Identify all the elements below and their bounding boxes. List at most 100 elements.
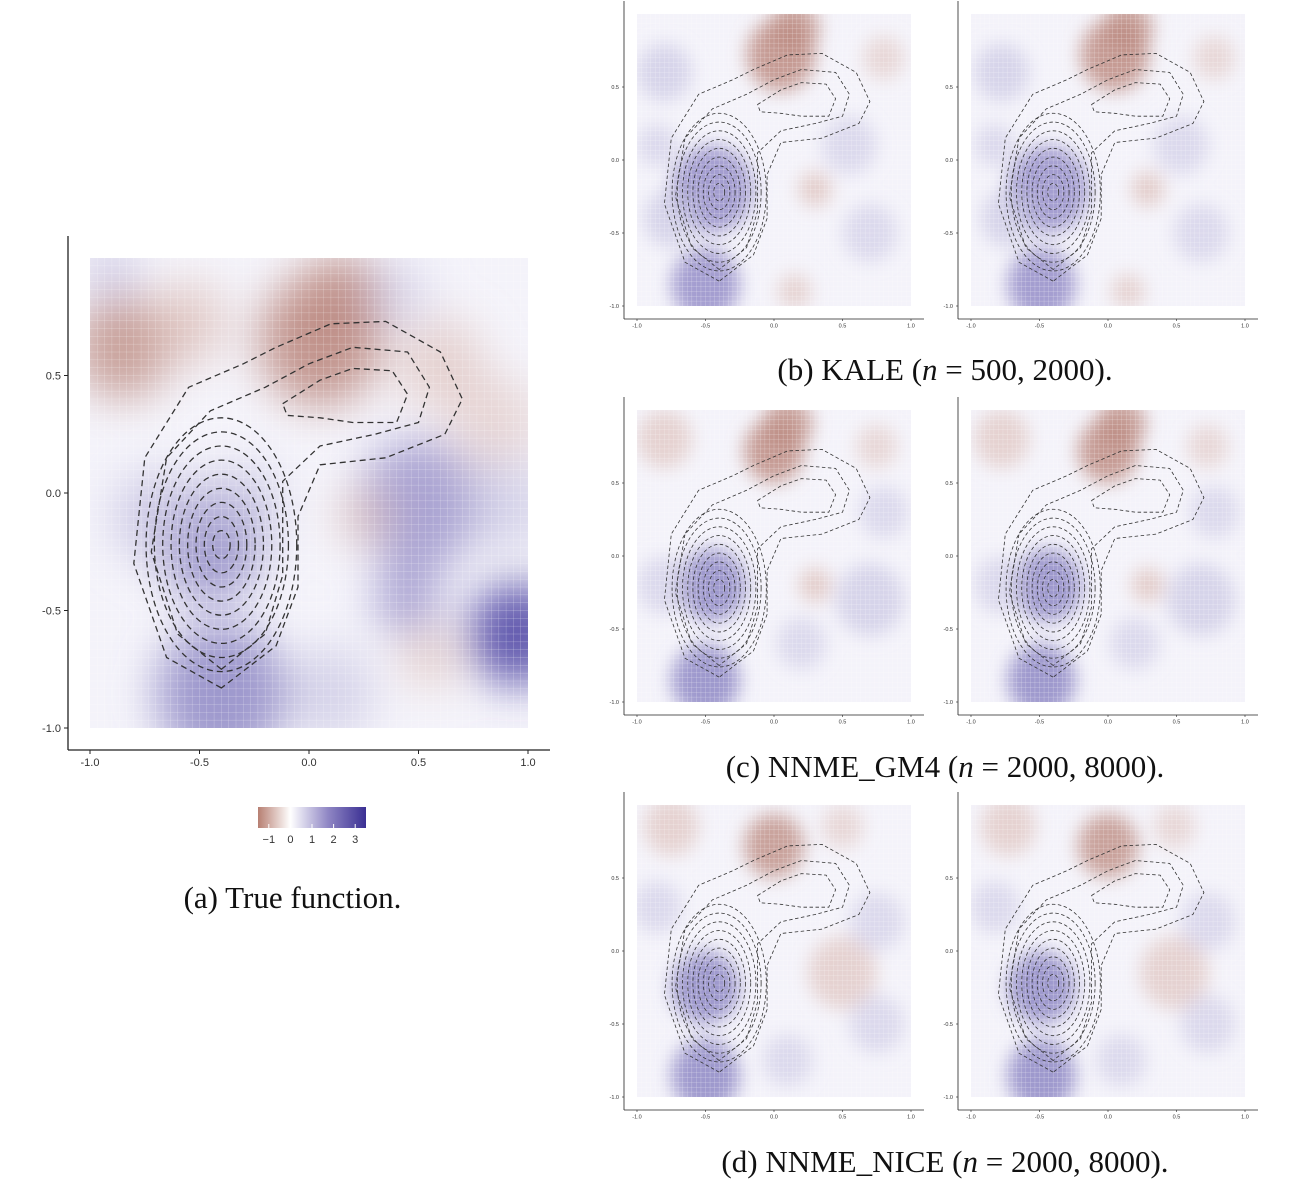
panel-b-1-x-tick-label: 0.5 <box>839 324 847 330</box>
panel-c-1-contour-line <box>675 465 850 666</box>
panel-b-1-contour-line <box>682 130 757 254</box>
panel-b-2-y-tick-label: -1.0 <box>944 304 953 310</box>
panel-c-2-tile-region <box>1166 563 1236 637</box>
panel-d-1-heatmap <box>637 805 911 1097</box>
panel-c-1-contour-line <box>692 543 746 633</box>
panel-c-2-contour-line <box>1016 526 1091 650</box>
panel-d-2-contour-line <box>1026 938 1080 1028</box>
panel-c-2-tile-region <box>1096 410 1146 451</box>
panel-d-2-contour-line <box>998 844 1205 1073</box>
caption-a: (a) True function. <box>183 880 402 915</box>
panel-d-1-x-tick-label: 1.0 <box>907 1115 915 1121</box>
panel-b-2-x-tick-label: -1.0 <box>966 324 975 330</box>
panel-d-2-tile-region <box>1077 813 1139 878</box>
panel-a-y-tick-label: -0.5 <box>42 605 61 617</box>
panel-b-1-x-tick-label: 0.0 <box>770 324 778 330</box>
panel-a-contour-line <box>211 529 231 560</box>
panel-a: -1.0 -0.5 0.0 0.5 1.0 -1.0 -0.5 0.0 0.5 <box>42 236 550 769</box>
panel-a-tile-region <box>203 462 283 548</box>
panel-d-1-tile-region <box>643 805 699 857</box>
panel-d-1-contour-line <box>692 938 746 1028</box>
panel-c-1-contour-line <box>671 508 767 668</box>
panel-d-1-y-tick-label: 0.0 <box>611 949 619 955</box>
panel-b-2-contours <box>998 53 1205 282</box>
panel-d-2-tile-region <box>980 805 1036 857</box>
panel-c-1-y-tick-label: 0.0 <box>611 554 619 560</box>
panel-c-1-y-tick-label: 0.5 <box>611 481 619 487</box>
panel-c-2-contour-line <box>1036 561 1070 615</box>
colorbar-tick-label: −1 <box>263 834 276 846</box>
panel-b-1-contour-line <box>664 53 871 282</box>
panel-b-1: -1.0 -0.5 0.0 0.5 1.0 -1.0 -0.5 0.0 0.5 <box>610 1 924 330</box>
panel-c-2-x-tick-label: 0.5 <box>1173 720 1181 726</box>
panel-b-2-tile-region <box>980 189 1036 248</box>
panel-b-2-x-tick-label: 0.5 <box>1173 324 1181 330</box>
panel-a-contour-line <box>133 320 463 689</box>
panel-b-1-contour-line <box>676 121 762 263</box>
panel-a-x-tick-label: -1.0 <box>81 757 100 769</box>
panel-c-1-tile-region <box>835 563 905 637</box>
panel-d-1-tile-region <box>671 951 740 1024</box>
panel-c-2-contour-line <box>1010 517 1096 659</box>
panel-c-2-contour-line <box>1031 552 1075 624</box>
colorbar-tick-label: 2 <box>331 834 337 846</box>
panel-d-2-contour-line <box>1036 956 1070 1010</box>
panel-a-contour-line <box>203 515 240 574</box>
panel-b-1-contour-line <box>708 174 731 211</box>
panel-a-tile-region <box>90 258 139 298</box>
panel-d-1-x-tick-label: 0.0 <box>770 1115 778 1121</box>
panel-a-tile-region <box>155 622 288 728</box>
panel-d-2: -1.0 -0.5 0.0 0.5 1.0 -1.0 -0.5 0.0 0.5 <box>944 792 1258 1121</box>
panel-d-2-heatmap <box>971 805 1245 1097</box>
panel-b-2-contour-line <box>1031 156 1075 228</box>
panel-b-2-contour-line <box>1010 121 1096 263</box>
panel-d-1-contour-line <box>713 973 726 993</box>
panel-d-1-tile-region <box>637 880 683 934</box>
panel-c-2-y-tick-label: -0.5 <box>944 627 953 633</box>
panel-b-2-tile-region <box>974 123 1016 168</box>
panel-b-1-contour-line <box>697 156 741 228</box>
panel-b-1-y-tick-label: 0.0 <box>611 158 619 164</box>
panel-c-2-contour-line <box>1005 508 1101 668</box>
panel-a-x-tick-label: 1.0 <box>520 757 535 769</box>
panel-d-2-tile-region <box>1007 1038 1076 1097</box>
panel-d-2-tile-region <box>1180 892 1236 951</box>
panel-b-1-y-tick-label: -0.5 <box>610 231 619 237</box>
panel-d-1-contour-line <box>687 930 752 1037</box>
panel-a-x-tick-label: 0.0 <box>301 757 316 769</box>
colorbar-tick-label: 3 <box>352 834 358 846</box>
panel-a-contour-line <box>187 487 256 602</box>
panel-a-tile-region <box>403 629 456 686</box>
panel-a-tile-region <box>149 281 228 367</box>
panel-d-2-tile-region <box>1153 805 1195 849</box>
panel-d-2-y-tick-label: 0.5 <box>945 876 953 882</box>
panel-a-tile-region <box>451 375 528 470</box>
panel-c-1-contour-line <box>708 570 731 607</box>
panel-b-2-tile-region <box>1007 247 1076 306</box>
panel-d-1-tile-region <box>849 994 905 1054</box>
panel-c-2-contour-line <box>1021 535 1086 642</box>
panel-d-1-x-tick-label: 0.5 <box>839 1115 847 1121</box>
panel-b-2-contour-line <box>1091 82 1171 117</box>
panel-c-1-tile-region <box>763 410 813 451</box>
panel-d-1-tile-region <box>763 1034 813 1087</box>
panel-a-contour-line <box>150 346 431 670</box>
panel-c-1-x-tick-label: -1.0 <box>632 720 641 726</box>
panel-d-1-contour-line <box>708 965 731 1002</box>
panel-b-1-tile-region <box>798 171 832 207</box>
panel-c-1-contour-line <box>664 449 871 678</box>
panel-b-2-contour-line <box>1009 69 1184 270</box>
panel-b-2-tile-region <box>1131 171 1165 207</box>
panel-b-1-tile-region <box>821 116 877 175</box>
panel-d-2-x-tick-label: 0.5 <box>1173 1115 1181 1121</box>
panel-c-1-x-tick-label: 0.5 <box>839 720 847 726</box>
panel-b-1-x-tick-label: -1.0 <box>632 324 641 330</box>
panel-c-2-tile-region <box>1131 567 1165 603</box>
panel-a-tile-region <box>357 438 480 571</box>
panel-d-1-contour-line <box>757 873 836 908</box>
panel-d-2-contours <box>998 844 1205 1073</box>
panel-a-tile-region <box>287 645 375 728</box>
panel-a-y-tick-label: -1.0 <box>42 723 61 735</box>
panel-a-tile-region <box>374 563 441 634</box>
panel-a-contour-line <box>145 417 298 673</box>
